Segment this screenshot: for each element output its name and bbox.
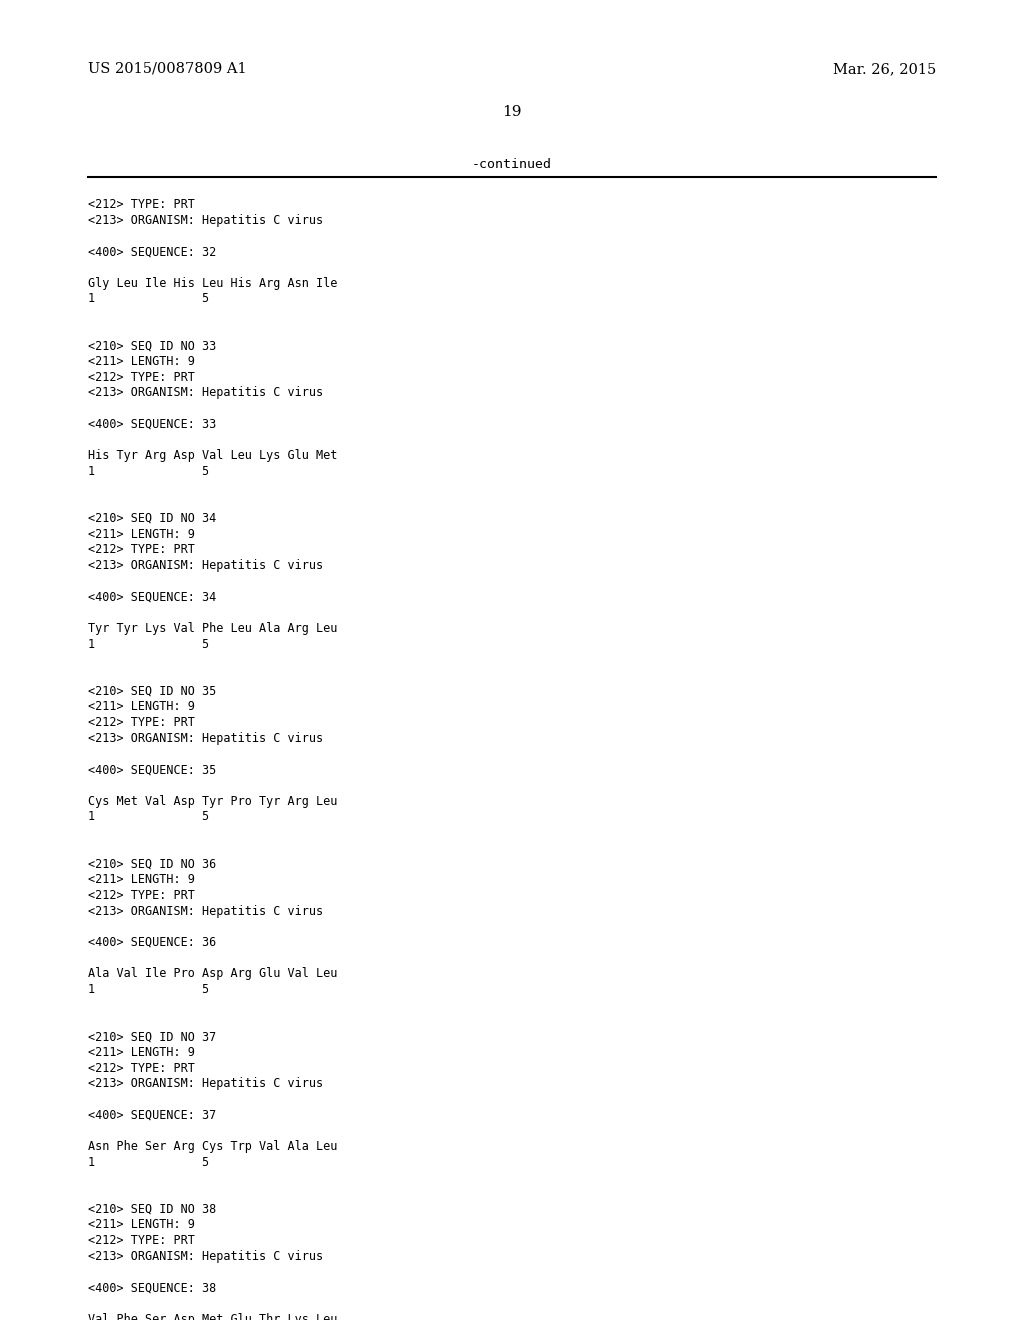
Text: 1               5: 1 5 (88, 465, 209, 478)
Text: <210> SEQ ID NO 36: <210> SEQ ID NO 36 (88, 858, 216, 870)
Text: <212> TYPE: PRT: <212> TYPE: PRT (88, 1234, 195, 1247)
Text: <213> ORGANISM: Hepatitis C virus: <213> ORGANISM: Hepatitis C virus (88, 560, 324, 572)
Text: <212> TYPE: PRT: <212> TYPE: PRT (88, 371, 195, 384)
Text: <400> SEQUENCE: 35: <400> SEQUENCE: 35 (88, 763, 216, 776)
Text: <213> ORGANISM: Hepatitis C virus: <213> ORGANISM: Hepatitis C virus (88, 387, 324, 400)
Text: <213> ORGANISM: Hepatitis C virus: <213> ORGANISM: Hepatitis C virus (88, 1250, 324, 1263)
Text: <211> LENGTH: 9: <211> LENGTH: 9 (88, 1218, 195, 1232)
Text: <400> SEQUENCE: 38: <400> SEQUENCE: 38 (88, 1282, 216, 1295)
Text: <212> TYPE: PRT: <212> TYPE: PRT (88, 1061, 195, 1074)
Text: <400> SEQUENCE: 32: <400> SEQUENCE: 32 (88, 246, 216, 259)
Text: 1               5: 1 5 (88, 983, 209, 997)
Text: <212> TYPE: PRT: <212> TYPE: PRT (88, 715, 195, 729)
Text: 1               5: 1 5 (88, 292, 209, 305)
Text: <400> SEQUENCE: 36: <400> SEQUENCE: 36 (88, 936, 216, 949)
Text: Tyr Tyr Lys Val Phe Leu Ala Arg Leu: Tyr Tyr Lys Val Phe Leu Ala Arg Leu (88, 622, 337, 635)
Text: <212> TYPE: PRT: <212> TYPE: PRT (88, 544, 195, 557)
Text: Mar. 26, 2015: Mar. 26, 2015 (833, 62, 936, 77)
Text: Asn Phe Ser Arg Cys Trp Val Ala Leu: Asn Phe Ser Arg Cys Trp Val Ala Leu (88, 1140, 337, 1152)
Text: <400> SEQUENCE: 34: <400> SEQUENCE: 34 (88, 590, 216, 603)
Text: <210> SEQ ID NO 35: <210> SEQ ID NO 35 (88, 685, 216, 698)
Text: 1               5: 1 5 (88, 810, 209, 824)
Text: Ala Val Ile Pro Asp Arg Glu Val Leu: Ala Val Ile Pro Asp Arg Glu Val Leu (88, 968, 337, 981)
Text: -continued: -continued (472, 158, 552, 172)
Text: <210> SEQ ID NO 38: <210> SEQ ID NO 38 (88, 1203, 216, 1216)
Text: <211> LENGTH: 9: <211> LENGTH: 9 (88, 1045, 195, 1059)
Text: <210> SEQ ID NO 33: <210> SEQ ID NO 33 (88, 339, 216, 352)
Text: Cys Met Val Asp Tyr Pro Tyr Arg Leu: Cys Met Val Asp Tyr Pro Tyr Arg Leu (88, 795, 337, 808)
Text: <213> ORGANISM: Hepatitis C virus: <213> ORGANISM: Hepatitis C virus (88, 1077, 324, 1090)
Text: <211> LENGTH: 9: <211> LENGTH: 9 (88, 873, 195, 886)
Text: <210> SEQ ID NO 37: <210> SEQ ID NO 37 (88, 1030, 216, 1043)
Text: His Tyr Arg Asp Val Leu Lys Glu Met: His Tyr Arg Asp Val Leu Lys Glu Met (88, 449, 337, 462)
Text: <211> LENGTH: 9: <211> LENGTH: 9 (88, 355, 195, 368)
Text: 1               5: 1 5 (88, 638, 209, 651)
Text: 1               5: 1 5 (88, 1156, 209, 1168)
Text: <400> SEQUENCE: 37: <400> SEQUENCE: 37 (88, 1109, 216, 1122)
Text: <212> TYPE: PRT: <212> TYPE: PRT (88, 198, 195, 211)
Text: US 2015/0087809 A1: US 2015/0087809 A1 (88, 62, 247, 77)
Text: 19: 19 (502, 106, 522, 119)
Text: Gly Leu Ile His Leu His Arg Asn Ile: Gly Leu Ile His Leu His Arg Asn Ile (88, 276, 337, 289)
Text: <211> LENGTH: 9: <211> LENGTH: 9 (88, 528, 195, 541)
Text: <213> ORGANISM: Hepatitis C virus: <213> ORGANISM: Hepatitis C virus (88, 904, 324, 917)
Text: <213> ORGANISM: Hepatitis C virus: <213> ORGANISM: Hepatitis C virus (88, 731, 324, 744)
Text: <211> LENGTH: 9: <211> LENGTH: 9 (88, 701, 195, 713)
Text: <212> TYPE: PRT: <212> TYPE: PRT (88, 888, 195, 902)
Text: Val Phe Ser Asp Met Glu Thr Lys Leu: Val Phe Ser Asp Met Glu Thr Lys Leu (88, 1312, 337, 1320)
Text: <210> SEQ ID NO 34: <210> SEQ ID NO 34 (88, 512, 216, 525)
Text: <400> SEQUENCE: 33: <400> SEQUENCE: 33 (88, 418, 216, 430)
Text: <213> ORGANISM: Hepatitis C virus: <213> ORGANISM: Hepatitis C virus (88, 214, 324, 227)
